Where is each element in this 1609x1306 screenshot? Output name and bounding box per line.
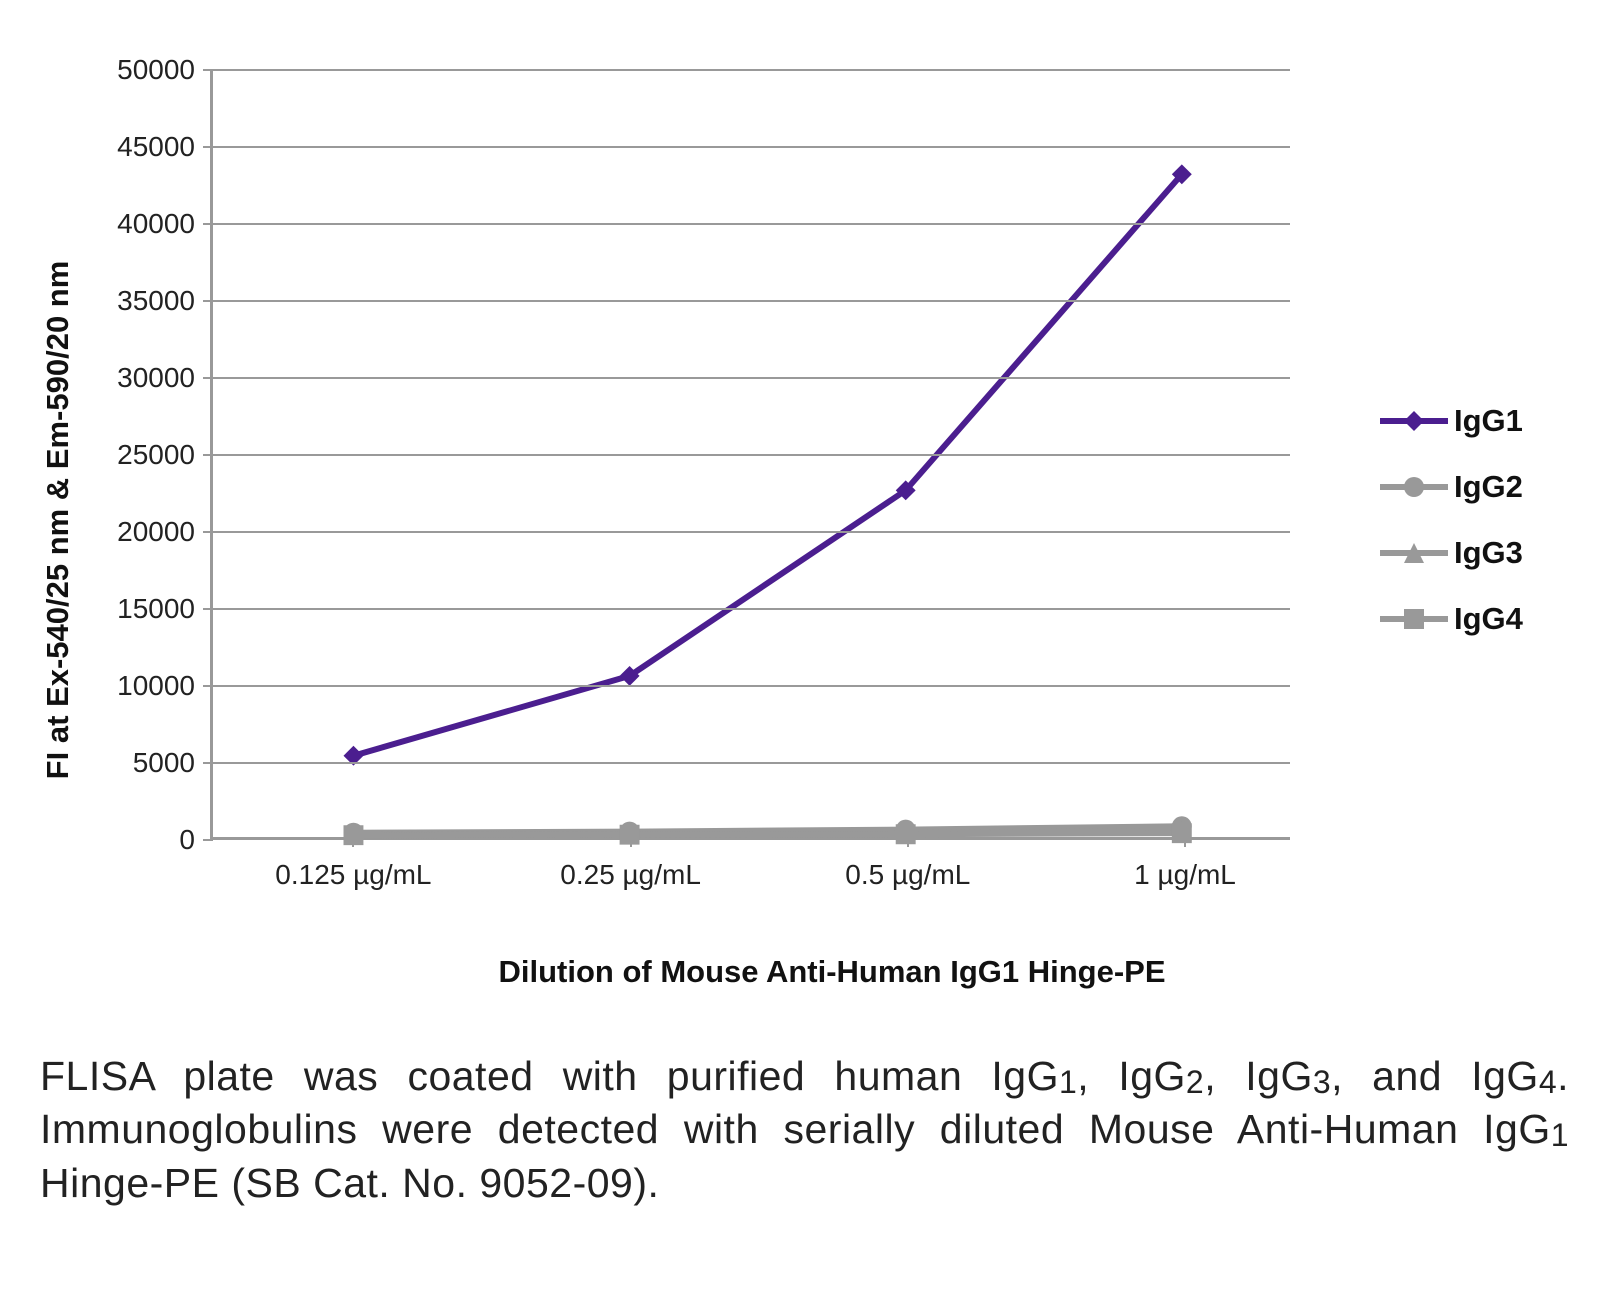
y-tick-mark	[203, 531, 213, 533]
grid-line	[213, 608, 1290, 610]
legend-item: IgG4	[1380, 601, 1523, 637]
x-tick-label: 0.25 µg/mL	[560, 859, 701, 891]
x-tick-mark	[352, 837, 354, 847]
y-tick-label: 0	[179, 824, 195, 856]
legend: IgG1 IgG2 IgG3 IgG4	[1380, 403, 1523, 637]
legend-label: IgG2	[1454, 469, 1523, 505]
plot-area: 0500010000150002000025000300003500040000…	[210, 70, 1290, 840]
y-axis-title: FI at Ex-540/25 nm & Em-590/20 nm	[40, 261, 76, 780]
series-marker	[1172, 823, 1192, 843]
x-axis-title: Dilution of Mouse Anti-Human IgG1 Hinge-…	[498, 954, 1165, 990]
y-tick-mark	[203, 454, 213, 456]
y-tick-mark	[203, 685, 213, 687]
y-tick-mark	[203, 762, 213, 764]
grid-line	[213, 146, 1290, 148]
legend-label: IgG1	[1454, 403, 1523, 439]
legend-swatch	[1380, 469, 1448, 505]
y-tick-mark	[203, 608, 213, 610]
legend-label: IgG3	[1454, 535, 1523, 571]
legend-item: IgG3	[1380, 535, 1523, 571]
grid-line	[213, 685, 1290, 687]
x-tick-label: 0.5 µg/mL	[845, 859, 970, 891]
legend-swatch	[1380, 601, 1448, 637]
x-tick-label: 0.125 µg/mL	[275, 859, 431, 891]
chart-box: FI at Ex-540/25 nm & Em-590/20 nm 050001…	[40, 40, 1360, 1000]
x-tick-mark	[907, 837, 909, 847]
y-tick-mark	[203, 300, 213, 302]
series-marker	[896, 824, 916, 844]
x-tick-mark	[630, 837, 632, 847]
y-tick-label: 40000	[117, 208, 195, 240]
grid-line	[213, 223, 1290, 225]
caption-text: , IgG	[1204, 1053, 1313, 1099]
caption-sub: 1	[1059, 1064, 1077, 1100]
figure-container: FI at Ex-540/25 nm & Em-590/20 nm 050001…	[40, 40, 1569, 1210]
series-line	[353, 833, 1181, 835]
y-tick-label: 25000	[117, 439, 195, 471]
series-line	[353, 174, 1181, 755]
caption-text: FLISA plate was coated with purified hum…	[40, 1053, 1059, 1099]
grid-line	[213, 69, 1290, 71]
grid-line	[213, 377, 1290, 379]
caption: FLISA plate was coated with purified hum…	[40, 1050, 1569, 1210]
legend-label: IgG4	[1454, 601, 1523, 637]
y-tick-label: 35000	[117, 285, 195, 317]
grid-line	[213, 762, 1290, 764]
legend-swatch	[1380, 403, 1448, 439]
caption-text: Hinge-PE (SB Cat. No. 9052-09).	[40, 1160, 659, 1206]
caption-sub: 1	[1551, 1117, 1569, 1153]
grid-line	[213, 531, 1290, 533]
grid-line	[213, 454, 1290, 456]
legend-swatch	[1380, 535, 1448, 571]
chart-and-legend-row: FI at Ex-540/25 nm & Em-590/20 nm 050001…	[40, 40, 1569, 1000]
grid-line	[213, 300, 1290, 302]
y-tick-mark	[203, 69, 213, 71]
x-tick-label: 1 µg/mL	[1134, 859, 1236, 891]
y-tick-label: 50000	[117, 54, 195, 86]
y-tick-label: 15000	[117, 593, 195, 625]
y-tick-label: 45000	[117, 131, 195, 163]
x-tick-mark	[1184, 837, 1186, 847]
caption-sub: 2	[1186, 1064, 1204, 1100]
caption-sub: 3	[1313, 1064, 1331, 1100]
y-tick-label: 30000	[117, 362, 195, 394]
legend-item: IgG1	[1380, 403, 1523, 439]
y-tick-label: 5000	[133, 747, 195, 779]
y-tick-mark	[203, 839, 213, 841]
y-tick-mark	[203, 146, 213, 148]
y-tick-label: 10000	[117, 670, 195, 702]
y-tick-label: 20000	[117, 516, 195, 548]
y-tick-mark	[203, 377, 213, 379]
caption-text: , and IgG	[1331, 1053, 1539, 1099]
legend-item: IgG2	[1380, 469, 1523, 505]
y-tick-mark	[203, 223, 213, 225]
caption-text: , IgG	[1077, 1053, 1186, 1099]
caption-sub: 4	[1539, 1064, 1557, 1100]
